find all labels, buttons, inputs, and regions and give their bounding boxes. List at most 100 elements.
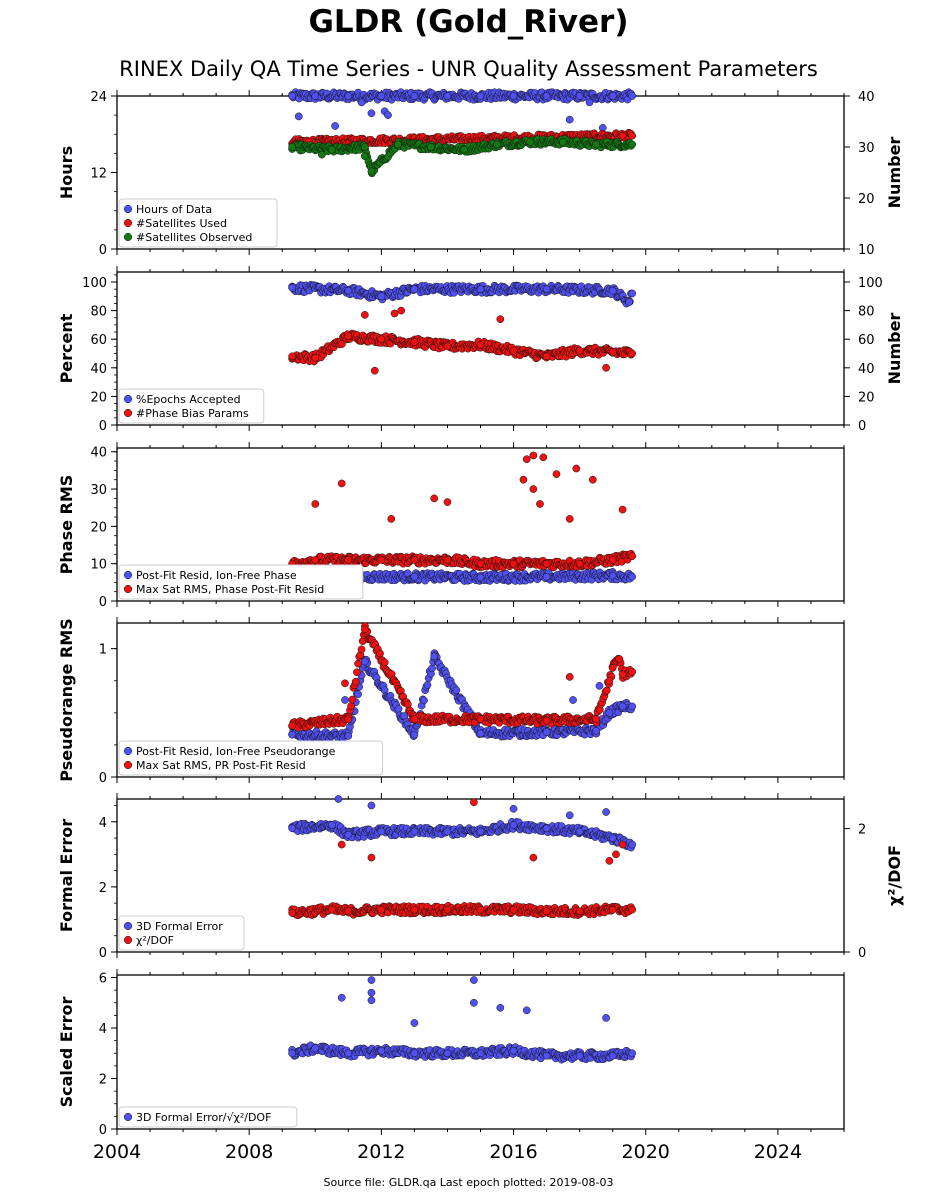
data-point (615, 655, 624, 663)
data-point (410, 730, 419, 739)
legend-label: Max Sat RMS, PR Post-Fit Resid (136, 759, 306, 772)
y-tick-label: 20 (90, 390, 107, 405)
data-point (628, 349, 637, 358)
series-3d-formal-error-dof (288, 976, 637, 1064)
y-tick-label: 4 (99, 1022, 107, 1037)
legend-marker (123, 408, 133, 418)
data-point (519, 475, 528, 484)
data-point (470, 976, 478, 984)
data-point (628, 131, 637, 140)
data-point (526, 138, 534, 146)
legend-box (118, 388, 265, 424)
data-point (476, 573, 485, 582)
legend-label: χ²/DOF (136, 934, 174, 947)
data-point (522, 455, 531, 464)
data-point (288, 92, 296, 100)
y-right-tick-label: 60 (858, 333, 875, 348)
y-right-tick-label: 20 (858, 192, 875, 207)
data-point (509, 905, 518, 914)
data-point (288, 909, 296, 917)
data-point (443, 905, 452, 914)
data-point (595, 682, 604, 690)
data-point (344, 556, 353, 564)
data-point (367, 988, 376, 997)
y-right-tick-label: 2 (858, 823, 866, 838)
y-right-tick-label: 100 (858, 276, 883, 291)
data-point (542, 824, 551, 833)
data-point (575, 1051, 584, 1060)
y-right-tick-label: 0 (858, 946, 866, 961)
footer-source-note: Source file: GLDR.qa Last epoch plotted:… (323, 1176, 614, 1189)
data-point (618, 505, 627, 514)
data-point (351, 677, 360, 686)
legend-label: %Epochs Accepted (136, 393, 241, 406)
data-point (559, 138, 567, 146)
data-point (377, 92, 386, 100)
series-3d-formal-error (288, 795, 637, 852)
data-point (575, 346, 584, 355)
series-post-fit-resid-ion-free-pseudorange (288, 649, 637, 744)
data-point (288, 352, 296, 361)
data-point (509, 92, 518, 100)
data-point (602, 686, 611, 695)
legend-box (118, 1106, 298, 1128)
data-point (367, 853, 376, 862)
series-max-sat-rms-phase-post-fit-resid (288, 451, 637, 572)
data-point (565, 673, 574, 681)
data-point (337, 840, 346, 849)
data-point (572, 464, 581, 473)
data-point (394, 140, 402, 149)
y-right-tick-label: 40 (858, 362, 875, 377)
data-point (618, 131, 627, 140)
legend-label: #Satellites Used (136, 217, 227, 230)
y-tick-label: 0 (99, 419, 107, 434)
legend-marker (123, 746, 133, 756)
legend-marker (123, 921, 133, 931)
data-point (390, 309, 399, 318)
data-point (380, 658, 389, 667)
data-point (569, 696, 577, 704)
legend-label: #Satellites Observed (136, 231, 252, 244)
data-point (443, 556, 452, 564)
data-point (344, 286, 353, 295)
data-point (357, 645, 366, 654)
data-point (625, 298, 634, 306)
legend-label: Hours of Data (136, 203, 212, 216)
data-point (628, 552, 637, 561)
y-tick-label: 0 (99, 243, 107, 258)
y-tick-label: 0 (99, 771, 107, 786)
data-point (628, 289, 637, 298)
data-point (443, 498, 452, 506)
data-point (592, 715, 601, 724)
data-point (370, 366, 379, 375)
data-point (428, 664, 436, 673)
data-point (460, 145, 468, 154)
data-point (354, 659, 362, 668)
data-point (605, 708, 614, 717)
data-point (539, 453, 548, 462)
y-right-tick-label: 0 (858, 419, 866, 434)
data-point (493, 140, 501, 149)
data-point (367, 996, 376, 1005)
data-point (344, 332, 353, 341)
x-tick-label: 2008 (225, 1141, 273, 1163)
y-right-axis-label: Number (885, 137, 904, 209)
data-point (628, 92, 637, 100)
data-point (294, 112, 303, 121)
data-point (585, 98, 594, 107)
data-point (288, 143, 296, 151)
data-point (344, 1049, 353, 1058)
data-point (470, 998, 478, 1007)
data-point (509, 559, 518, 568)
legend-label: 3D Formal Error/√χ²/DOF (136, 1111, 271, 1124)
page-title: GLDR (Gold_River) (308, 4, 629, 40)
data-point (360, 311, 369, 319)
data-point (509, 346, 518, 355)
data-point (344, 732, 353, 740)
data-point (327, 821, 336, 829)
y-tick-label: 24 (90, 90, 107, 105)
data-point (410, 827, 419, 836)
y-tick-label: 6 (99, 972, 107, 987)
data-point (387, 515, 396, 523)
y-axis-label: Phase RMS (57, 475, 76, 575)
